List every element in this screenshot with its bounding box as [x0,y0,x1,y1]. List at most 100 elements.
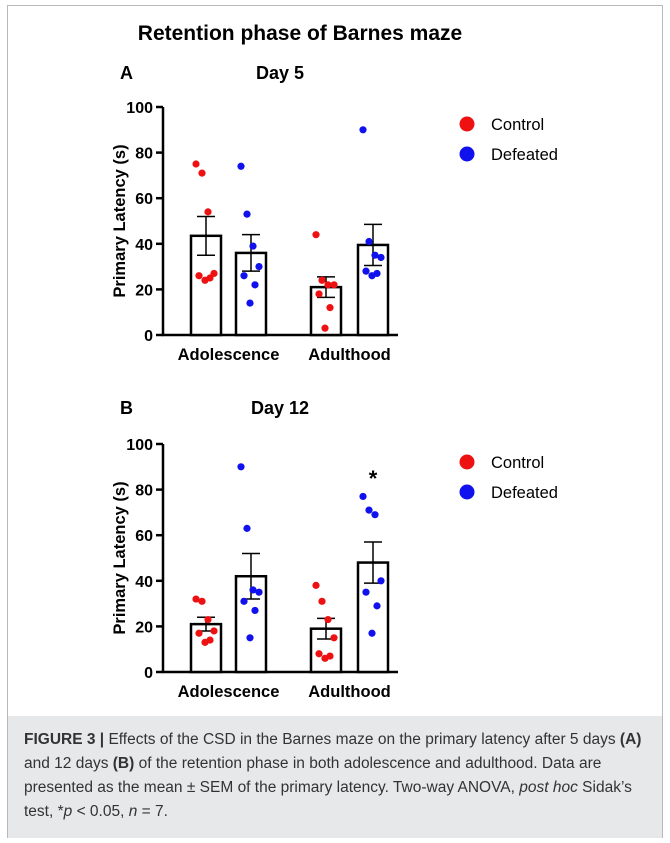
legend-label-defeated: Defeated [491,484,558,502]
data-point [377,253,385,262]
legend-marker-defeated [459,146,475,162]
legend-label-defeated: Defeated [491,146,558,164]
panel-b: B Day 12 Primary Latency (s) 0 20 40 60 80 100 Ad… [111,398,558,701]
data-point [321,324,329,332]
data-point [192,160,200,168]
data-point [246,299,254,307]
data-point [315,650,323,658]
legend-marker-control [459,116,475,132]
caption-text-4: Sidak’s test, * [24,779,632,820]
y-axis-label: Primary Latency (s) [111,481,129,634]
caption-box: FIGURE 3 | Effects of the CSD in the Bar… [8,716,662,838]
panel-title: Day 12 [251,398,309,418]
caption-text-3: of the retention phase in both adolescen… [24,755,602,796]
x-category-label: Adolescence [178,346,280,364]
caption-text-1: Effects of the CSD in the Barnes maze on… [104,731,620,748]
y-tick-label: 80 [135,483,153,500]
data-point [210,627,218,635]
caption-p: p [63,803,73,820]
panel-title: Day 5 [256,63,304,83]
data-point [362,588,370,596]
y-tick-label: 20 [135,619,153,636]
caption-label: FIGURE 3 | [24,731,105,748]
data-point [371,511,379,519]
data-point [368,629,376,637]
data-point [368,272,376,280]
y-tick-label: 100 [126,437,153,454]
figure-frame [7,5,663,838]
data-point [195,272,203,280]
panel-a: A Day 5 Primary Latency (s) 0 20 40 60 80 100 Ado… [111,63,558,364]
data-point [251,606,259,615]
data-point [243,524,251,532]
legend-marker-control [459,454,475,470]
data-point [324,615,332,624]
data-point [237,463,245,471]
y-tick-label: 0 [144,665,153,682]
legend-label-control: Control [491,116,544,134]
x-category-label: Adulthood [308,346,390,364]
data-point [362,267,370,275]
data-point [365,237,373,246]
data-point [243,210,251,218]
figure-canvas: Retention phase of Barnes maze A Day 5 Pri… [111,22,558,701]
figure-title: Retention phase of Barnes maze [138,22,462,45]
data-point [318,597,326,605]
panel-letter: A [120,63,133,83]
data-point [373,602,381,610]
data-point [204,615,212,624]
caption-ref-b: (B) [112,755,135,772]
data-point [315,290,323,298]
panel-letter: B [120,398,133,418]
data-point [326,304,334,312]
data-point [365,506,373,514]
data-point [249,242,257,250]
caption-ref-a: (A) [619,731,642,748]
y-axis-label: Primary Latency (s) [111,144,129,297]
data-point [195,629,203,637]
data-point [251,281,259,289]
x-category-label: Adolescence [178,683,280,701]
data-point [237,162,245,170]
x-category-label: Adulthood [308,683,390,701]
y-tick-label: 60 [135,528,153,545]
data-point [201,276,209,284]
data-point [321,654,329,662]
data-point [192,595,200,603]
y-tick-label: 100 [126,100,153,117]
data-point [255,588,263,596]
caption-text-2: and 12 days [24,755,113,772]
data-point [318,276,326,284]
data-point [359,126,367,134]
data-point [330,634,338,642]
data-point [246,634,254,642]
legend-label-control: Control [491,454,544,472]
data-point [312,231,320,239]
figure-caption: FIGURE 3 | Effects of the CSD in the Bar… [24,728,646,824]
data-point [198,597,206,605]
y-tick-label: 40 [135,574,153,591]
y-tick-label: 20 [135,282,153,299]
legend-marker-defeated [459,484,475,500]
data-point [359,492,367,501]
significance-marker: * [369,466,378,491]
data-point [312,581,320,589]
y-tick-label: 60 [135,191,153,208]
data-point [204,208,212,216]
data-point [198,169,206,177]
data-point [324,281,332,289]
data-point [249,586,257,594]
y-tick-label: 40 [135,237,153,254]
data-point [240,272,248,280]
data-point [255,263,263,271]
y-tick-label: 0 [144,328,153,345]
caption-post-hoc: post hoc [519,779,578,796]
data-point [371,251,379,259]
data-point [330,281,338,289]
caption-text-6: = 7. [137,803,168,820]
y-tick-label: 80 [135,146,153,163]
data-point [377,577,385,585]
caption-n: n [128,803,138,820]
data-point [240,597,248,605]
caption-text-5: < 0.05, [72,803,129,820]
